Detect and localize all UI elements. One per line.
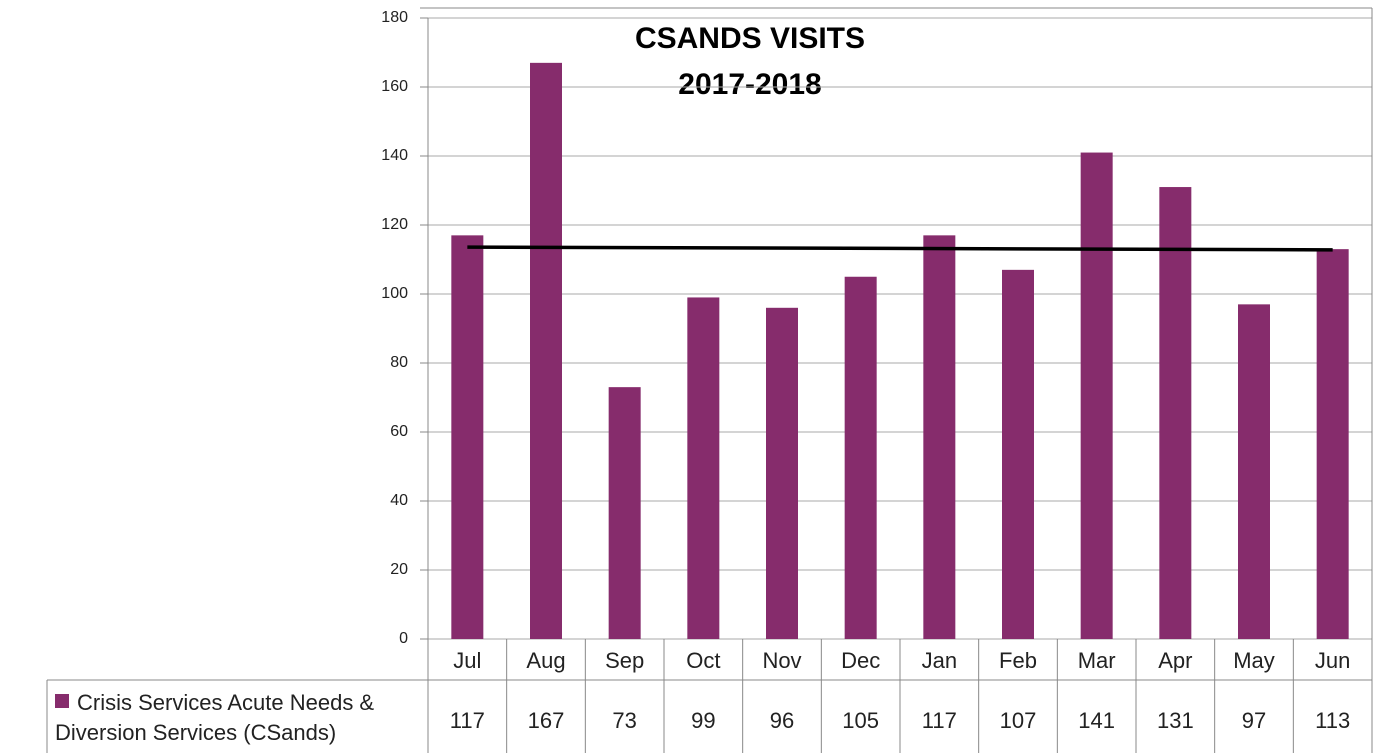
- bar: [1159, 187, 1192, 640]
- legend-label: Crisis Services Acute Needs & Diversion …: [55, 690, 375, 745]
- x-tick-label: Feb: [999, 648, 1037, 673]
- x-tick-label: Oct: [686, 648, 720, 673]
- table-value: 113: [1315, 708, 1350, 733]
- x-tick-label: Sep: [605, 648, 644, 673]
- bar: [766, 307, 798, 639]
- table-value: 99: [691, 708, 715, 733]
- bar: [608, 387, 641, 639]
- bar: [1316, 249, 1349, 639]
- table-value: 97: [1242, 708, 1266, 733]
- x-tick-label: Aug: [526, 648, 565, 673]
- legend-swatch: [55, 694, 69, 708]
- legend: Crisis Services Acute Needs & Diversion …: [55, 688, 425, 748]
- bar: [451, 235, 484, 639]
- y-tick-label: 120: [381, 216, 408, 233]
- x-tick-label: May: [1233, 648, 1275, 673]
- y-tick-label: 0: [399, 630, 408, 647]
- x-tick-label: Apr: [1158, 648, 1192, 673]
- table-value: 131: [1157, 708, 1194, 733]
- y-tick-label: 100: [381, 285, 408, 302]
- table-value: 107: [1000, 708, 1037, 733]
- y-tick-label: 80: [390, 354, 408, 371]
- table-value: 167: [528, 708, 565, 733]
- table-value: 141: [1078, 708, 1115, 733]
- bar: [1080, 152, 1113, 640]
- trendline: [467, 245, 1333, 252]
- x-tick-label: Jan: [922, 648, 957, 673]
- table-value: 96: [770, 708, 794, 733]
- bar: [844, 276, 877, 639]
- bar: [923, 235, 956, 639]
- table-value: 105: [842, 708, 879, 733]
- y-tick-label: 160: [381, 78, 408, 95]
- bar: [1002, 269, 1034, 639]
- x-tick-label: Dec: [841, 648, 880, 673]
- x-tick-label: Jun: [1315, 648, 1350, 673]
- x-tick-label: Mar: [1078, 648, 1116, 673]
- x-tick-label: Jul: [453, 648, 481, 673]
- chart-subtitle: 2017-2018: [678, 68, 821, 101]
- bar: [1238, 304, 1270, 639]
- chart-title: CSANDS VISITS: [635, 22, 865, 55]
- table-value: 117: [450, 708, 485, 733]
- y-tick-label: 180: [381, 9, 408, 26]
- bar: [687, 297, 720, 639]
- table-value: 117: [922, 708, 957, 733]
- x-tick-label: Nov: [762, 648, 801, 673]
- y-tick-label: 140: [381, 147, 408, 164]
- y-tick-label: 60: [390, 423, 408, 440]
- bar: [530, 62, 562, 640]
- y-tick-label: 20: [390, 561, 408, 578]
- y-tick-label: 40: [390, 492, 408, 509]
- table-value: 73: [612, 708, 636, 733]
